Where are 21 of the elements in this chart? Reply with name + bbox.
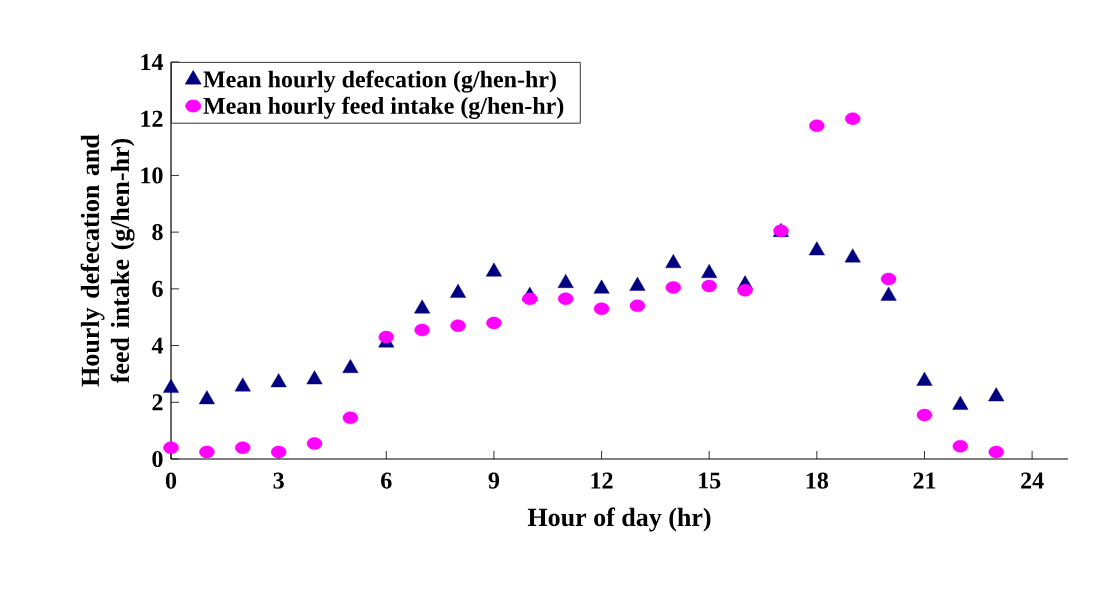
x-tick-label: 24 bbox=[1021, 472, 1044, 489]
x-tick-label: 12 bbox=[591, 472, 613, 489]
y-tick-label: 0 bbox=[152, 450, 163, 468]
x-tick-label: 0 bbox=[165, 472, 177, 489]
x-tick-label: 9 bbox=[488, 472, 500, 489]
x-axis-title: Hour of day (hr) bbox=[527, 507, 711, 532]
y-tick-label: 12 bbox=[141, 110, 163, 127]
y-tick-label: 14 bbox=[141, 54, 164, 70]
y-axis-title: Hourly defecation and feed intake (g/hen-hr) bbox=[80, 134, 135, 387]
y-tick-label: 8 bbox=[152, 224, 163, 241]
x-tick-label: 18 bbox=[806, 472, 829, 489]
legend-label: Mean hourly defecation (g/hen-hr) bbox=[203, 70, 556, 93]
x-tick-label: 21 bbox=[913, 472, 936, 489]
y-tick-label: 4 bbox=[151, 337, 164, 354]
x-tick-label: 15 bbox=[699, 472, 721, 489]
x-tick-label: 3 bbox=[273, 472, 284, 489]
y-tick-label: 10 bbox=[141, 167, 163, 184]
legend-label: Mean hourly feed intake (g/hen-hr) bbox=[203, 96, 564, 119]
y-tick-label: 2 bbox=[152, 394, 163, 411]
x-tick-label: 6 bbox=[381, 472, 392, 489]
y-tick-label: 6 bbox=[152, 280, 163, 297]
